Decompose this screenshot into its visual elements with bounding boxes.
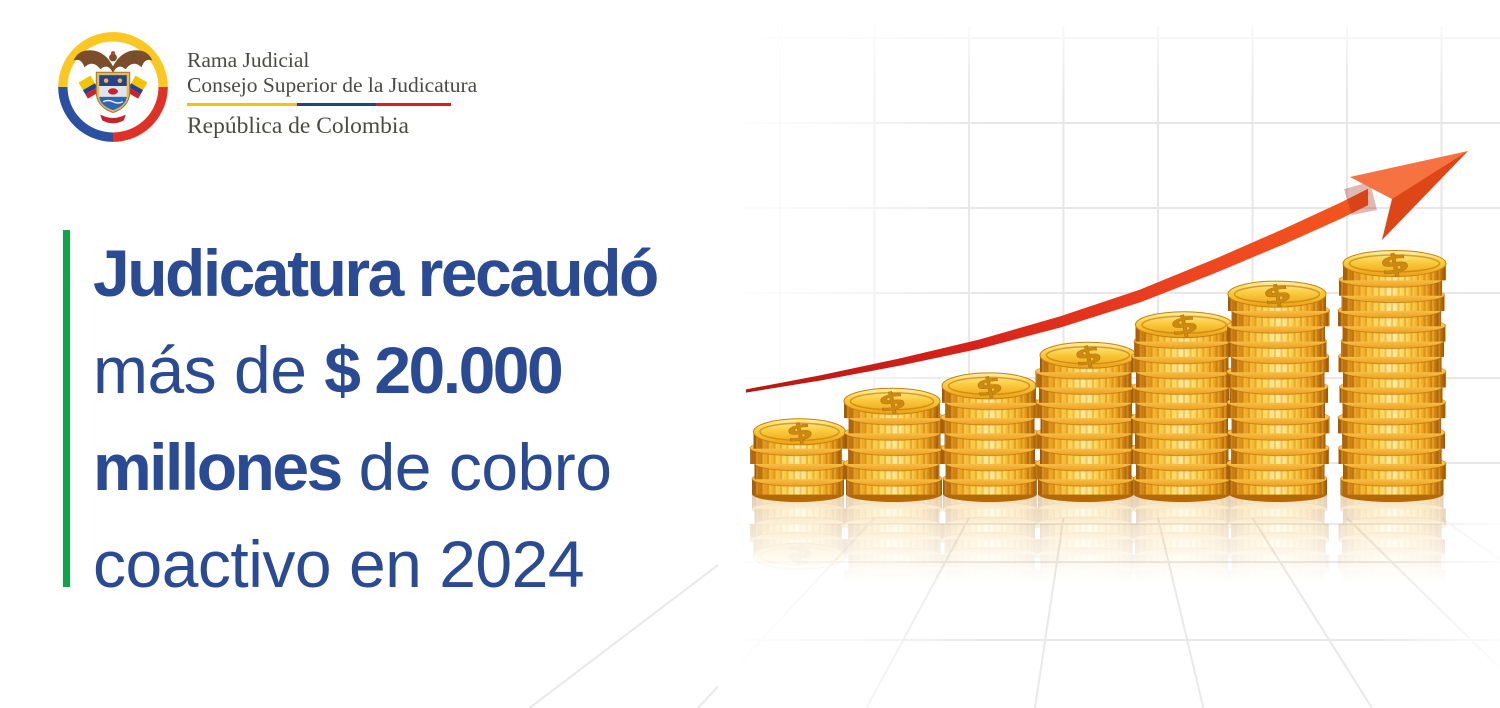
divider-blue [297,103,376,106]
dollar-sign: $ [973,369,1006,403]
headline-line-2: más de $ 20.000 [93,333,564,407]
headline-accent-bar [63,230,70,587]
coin-stack: $ [940,369,1040,502]
coin-stack: $ [1337,246,1447,502]
dollar-sign: $ [1071,339,1105,373]
ring-red [112,86,168,142]
dollar-sign: $ [1260,278,1294,312]
headline-block: Judicatura recaudó más de $ 20.000 millo… [63,225,803,613]
coin-stack: $ [749,416,847,502]
headline-title: Judicatura recaudó más de $ 20.000 millo… [63,225,803,613]
dollar-sign: $ [875,385,909,419]
divider-red [376,103,451,106]
headline-line-4: coactivo en 2024 [93,527,585,601]
headline-line-3: millones de cobro [93,430,612,504]
condor-icon [73,50,153,74]
coin-stack: $ [1035,339,1137,502]
dollar-sign: $ [1167,308,1201,342]
ring-blue [58,86,114,142]
logo: Rama Judicial Consejo Superior de la Jud… [54,28,477,146]
colombia-coat-of-arms-icon [58,32,168,142]
dollar-sign: $ [783,416,815,449]
dollar-sign: $ [1377,246,1413,282]
logo-institution-line2: Consejo Superior de la Judicatura [187,73,478,97]
coin-stacks: $ $ $ $ $ $ $ [749,246,1447,502]
logo-country: República de Colombia [187,113,409,139]
ribbon-icon [100,114,126,124]
coin-stack: $ [843,385,945,502]
growth-arrow-icon [746,151,1468,393]
arrow-head [1350,151,1468,240]
tricolor-divider [187,103,451,106]
divider-yellow [187,103,297,106]
grid-fade-top [718,0,1500,100]
coin-stack: $ [1226,278,1330,502]
ring-yellow [58,32,168,88]
coin-stack: $ [1130,308,1234,502]
shield-icon [95,71,131,114]
logo-institution-line1: Rama Judicial [187,48,310,72]
headline-line-1: Judicatura recaudó [93,236,659,310]
